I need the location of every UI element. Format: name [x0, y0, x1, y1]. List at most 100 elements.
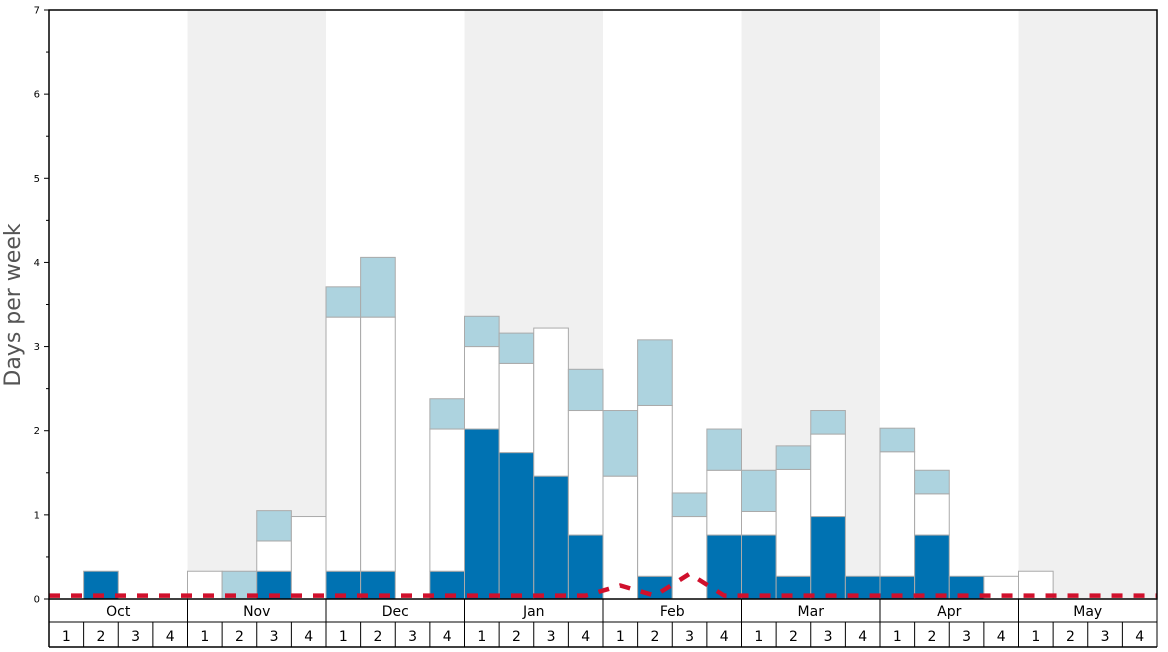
week-label: 1: [477, 629, 486, 645]
bar-segment-light: [498, 332, 535, 364]
week-label: 1: [339, 629, 348, 645]
bar-segment-white: [325, 316, 362, 572]
week-label: 4: [858, 629, 867, 645]
bar-segment-dark: [706, 534, 742, 600]
bar-segment-dark: [810, 516, 846, 600]
week-label: 2: [650, 629, 659, 645]
bar-segment-dark: [914, 534, 950, 600]
bar-segment-white: [533, 327, 569, 477]
bars: [83, 256, 1054, 600]
bar-segment-light: [810, 410, 846, 435]
week-label: 4: [1135, 629, 1144, 645]
bar-segment-light: [429, 398, 465, 430]
bar-segment-light: [325, 286, 362, 318]
bar-segment-light: [256, 510, 292, 542]
week-label: 1: [893, 629, 902, 645]
week-label: 4: [443, 629, 452, 645]
week-label: 1: [200, 629, 209, 645]
y-tick-label: 2: [34, 426, 40, 437]
month-label-oct: Oct: [106, 604, 131, 620]
trend-line: [49, 571, 1157, 598]
week-label: 4: [304, 629, 313, 645]
bar-segment-white: [602, 475, 639, 600]
week-label: 1: [616, 629, 625, 645]
week-label: 3: [824, 629, 833, 645]
bar-segment-light: [567, 368, 604, 412]
bar-segment-dark: [567, 534, 604, 600]
bar-segment-dark: [533, 475, 569, 600]
week-label: 3: [270, 629, 279, 645]
y-tick-label: 7: [34, 6, 40, 17]
bar-segment-white: [290, 516, 327, 600]
bar-segment-light: [671, 492, 708, 518]
week-label: 1: [754, 629, 763, 645]
x-axis: Oct 1 2 3 4 Nov 1 2 3 4 Dec 1 2 3 4 Jan 1 2 3 4 Feb 1 2 3 4 Mar 1 2…: [48, 599, 1158, 648]
bar-segment-white: [429, 428, 465, 572]
plot-frame: [48, 9, 1158, 600]
week-label: 3: [131, 629, 140, 645]
y-tick-label: 4: [34, 258, 40, 269]
bar-segment-white: [706, 469, 742, 536]
bar-segment-light: [637, 339, 673, 406]
y-tick-label: 6: [34, 90, 40, 101]
bar-segment-light: [879, 427, 916, 453]
month-label-apr: Apr: [937, 604, 961, 620]
bar-segment-dark: [464, 428, 500, 600]
week-label: 2: [235, 629, 244, 645]
bar-segment-white: [498, 362, 535, 454]
bar-segment-light: [775, 445, 812, 470]
month-shade-may: [1018, 10, 1157, 599]
month-shading: [187, 10, 1157, 599]
y-tick-label: 1: [34, 510, 40, 521]
week-label: 3: [408, 629, 417, 645]
month-label-feb: Feb: [660, 604, 685, 620]
bar-segment-white: [741, 510, 777, 536]
week-label: 3: [962, 629, 971, 645]
y-tick-label: 3: [34, 342, 40, 353]
week-label: 2: [789, 629, 798, 645]
month-label-jan: Jan: [522, 604, 545, 620]
trend-line-layer: [49, 571, 1157, 598]
y-tick-label: 0: [34, 595, 40, 606]
bar-segment-white: [914, 493, 950, 536]
y-tick-label: 5: [34, 174, 40, 185]
bar-segment-white: [775, 468, 812, 577]
week-label: 2: [1066, 629, 1075, 645]
bar-segment-white: [637, 404, 673, 577]
week-label: 2: [96, 629, 105, 645]
month-shade-nov: [187, 10, 326, 599]
month-label-nov: Nov: [243, 604, 270, 620]
bar-segment-white: [464, 346, 500, 430]
week-label: 4: [720, 629, 729, 645]
bar-segment-white: [671, 516, 708, 600]
week-label: 4: [581, 629, 590, 645]
month-label-dec: Dec: [382, 604, 409, 620]
bar-segment-dark: [741, 534, 777, 600]
week-label: 3: [1101, 629, 1110, 645]
week-label: 2: [927, 629, 936, 645]
month-label-may: May: [1073, 604, 1102, 620]
week-label: 1: [62, 629, 71, 645]
week-label: 2: [512, 629, 521, 645]
week-label: 4: [997, 629, 1006, 645]
week-label: 1: [1031, 629, 1040, 645]
bar-segment-light: [706, 428, 742, 471]
y-axis: 0 1 2 3 4 5 6 7: [34, 6, 49, 606]
bar-segment-white: [567, 410, 604, 536]
bar-segment-light: [602, 410, 639, 477]
bar-segment-white: [879, 451, 916, 577]
bar-segment-light: [741, 469, 777, 512]
week-label: 3: [685, 629, 694, 645]
week-label: 2: [373, 629, 382, 645]
bar-segment-light: [464, 315, 500, 348]
bar-segment-light: [914, 469, 950, 495]
bar-segment-light: [360, 256, 396, 318]
week-label: 3: [547, 629, 556, 645]
bar-segment-white: [256, 540, 292, 572]
bar-segment-white: [360, 316, 396, 572]
y-axis-label: Days per week: [1, 223, 26, 386]
month-label-mar: Mar: [798, 604, 825, 620]
bar-segment-white: [810, 433, 846, 518]
